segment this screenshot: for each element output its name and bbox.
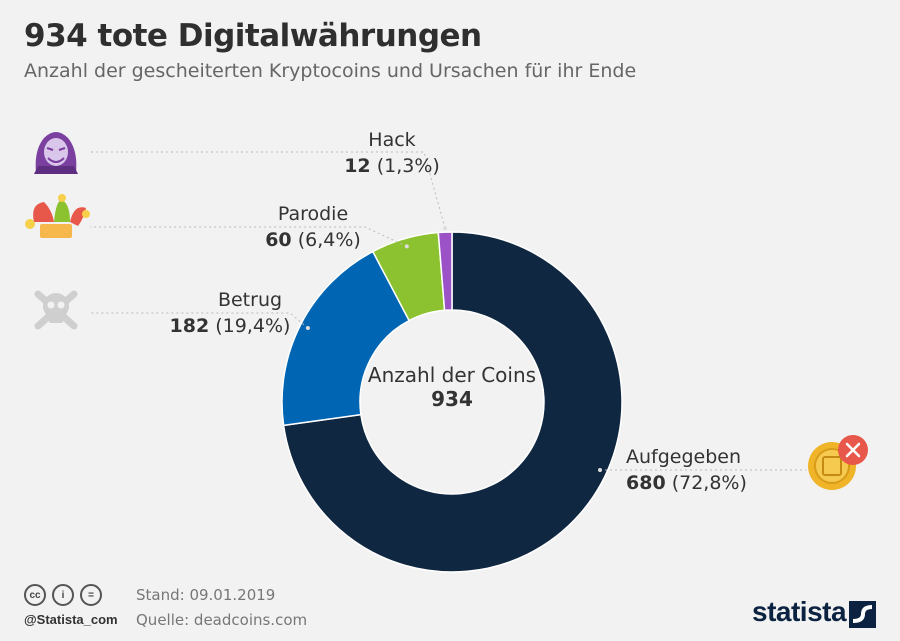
statista-handle: @Statista_com: [24, 612, 118, 627]
footer-source: Quelle: deadcoins.com: [136, 611, 308, 629]
label-name-betrug: Betrug: [218, 289, 282, 311]
slice-betrug: [281, 250, 411, 427]
leader-dot-aufgegeben: [598, 468, 602, 472]
leader-betrug: [90, 312, 309, 329]
label-name-hack: Hack: [368, 129, 415, 151]
leader-dot-hack: [442, 226, 447, 231]
label-value-hack: 12 (1,3%): [344, 155, 440, 177]
leader-dot-betrug: [305, 326, 310, 331]
chart-title: 934 tote Digitalwährungen: [24, 18, 482, 54]
skull-crossbones-icon: [34, 290, 78, 330]
donut-slices: [281, 231, 623, 573]
jester-hat-icon: [25, 194, 90, 238]
chart-subtitle: Anzahl der gescheiterten Kryptocoins und…: [24, 60, 637, 82]
label-name-parodie: Parodie: [278, 203, 348, 225]
attribution-icon: i: [52, 584, 74, 606]
leader-lines: [90, 151, 806, 472]
center-value: 934: [431, 387, 473, 411]
statista-brand[interactable]: statista: [752, 596, 847, 627]
center-label: Anzahl der Coins: [368, 363, 536, 387]
statista-logo-icon: [849, 601, 876, 628]
coin-x-icon: [808, 435, 868, 490]
slice-hack: [437, 231, 453, 312]
label-value-betrug: 182 (19,4%): [170, 315, 291, 337]
slice-aufgegeben: [282, 231, 623, 573]
footer-date: Stand: 09.01.2019: [136, 586, 276, 604]
leader-hack: [90, 151, 446, 229]
label-value-parodie: 60 (6,4%): [265, 229, 361, 251]
leader-dot-parodie: [404, 244, 409, 249]
hacker-icon: [34, 132, 78, 174]
license-icons: cc i =: [24, 584, 102, 606]
label-value-aufgegeben: 680 (72,8%): [626, 472, 747, 494]
no-derivatives-icon: =: [80, 584, 102, 606]
leader-parodie: [90, 226, 408, 247]
creative-commons-icon: cc: [24, 584, 46, 606]
label-name-aufgegeben: Aufgegeben: [626, 446, 741, 468]
